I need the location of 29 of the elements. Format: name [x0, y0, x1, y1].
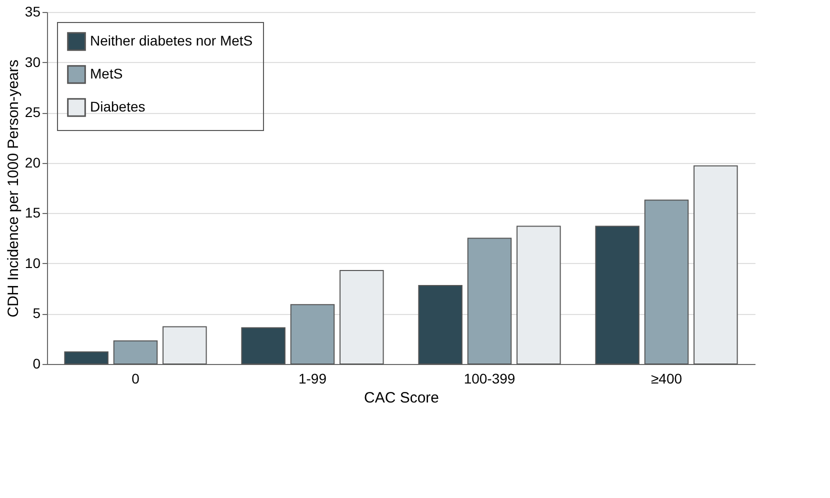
bar — [241, 327, 286, 364]
bar — [418, 285, 462, 364]
y-tick-label: 35 — [24, 4, 41, 20]
y-tick-label: 10 — [24, 254, 41, 271]
bar — [694, 165, 738, 364]
y-tick-label: 0 — [32, 356, 41, 372]
y-tick-label: 30 — [24, 54, 41, 70]
legend-label: Neither diabetes nor MetS — [90, 32, 253, 48]
x-tick-label: 1-99 — [298, 370, 327, 386]
bar — [595, 226, 640, 364]
bar — [340, 270, 384, 364]
bar — [467, 238, 512, 364]
bar — [290, 304, 335, 364]
x-tick-label: 100-399 — [464, 370, 516, 386]
legend-label: MetS — [90, 66, 123, 82]
bar — [113, 340, 158, 364]
y-tick-label: 5 — [32, 305, 41, 322]
y-axis-title: CDH Incidence per 1000 Person-years — [4, 60, 22, 318]
legend-label: Diabetes — [90, 98, 146, 114]
y-tick-label: 20 — [24, 154, 41, 170]
bar — [64, 351, 108, 364]
bar — [644, 200, 689, 364]
y-tick-label: 15 — [24, 204, 41, 221]
bar — [162, 326, 207, 364]
bar — [516, 226, 561, 364]
x-axis-title: CAC Score — [364, 390, 440, 406]
x-tick-label: ≥400 — [650, 370, 682, 386]
y-tick-label: 25 — [24, 104, 41, 120]
x-tick-label: 0 — [132, 370, 140, 386]
